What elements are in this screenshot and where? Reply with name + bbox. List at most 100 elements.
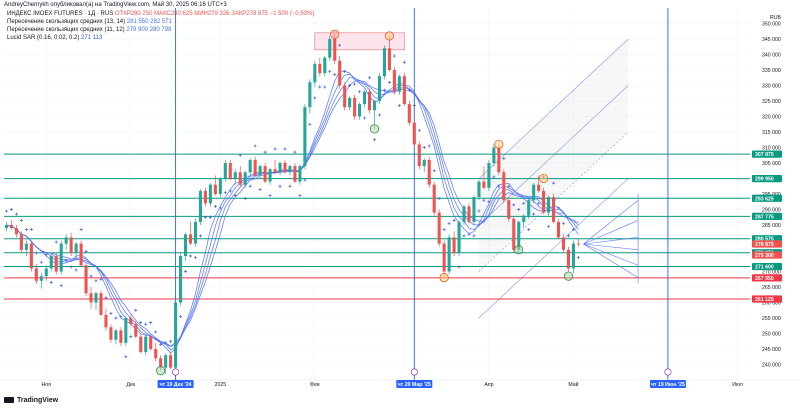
legend-symbol-row: ИНДЕКС IMOEX FUTURES · 1Д · RUS ОТКР280 … [7, 11, 314, 17]
sar-marker [353, 82, 357, 86]
candle-body [542, 190, 546, 213]
date-badge [157, 380, 194, 388]
marker-circle-icon [410, 368, 418, 376]
candle-body [298, 166, 302, 182]
candle-body [437, 212, 441, 244]
legend-row-ma2[interactable]: Пересечение скользящих средних (11, 12) … [7, 27, 171, 33]
sar-marker [576, 256, 580, 260]
legend-row-sar[interactable]: Lucid SAR (0.16, 0.02, 0.2) 271 113 [7, 35, 102, 41]
sar-marker [154, 330, 158, 334]
sar-marker [114, 316, 118, 320]
candle-body [238, 172, 242, 185]
legend-ma1-values: 281 550 282 571 [126, 19, 172, 25]
sar-marker [522, 201, 526, 205]
sar-marker [566, 234, 570, 238]
sar-marker [278, 184, 282, 188]
candle-body [547, 197, 551, 213]
projection-arrow [583, 243, 639, 278]
marker-circle-icon [664, 368, 672, 376]
sar-marker [59, 283, 63, 287]
sar-marker [363, 116, 367, 120]
sar-marker [373, 138, 377, 142]
sar-marker [442, 228, 446, 232]
sar-marker [392, 54, 396, 58]
sar-marker [198, 234, 202, 238]
sar-marker [318, 85, 322, 89]
candle-body [333, 39, 337, 61]
sar-marker [397, 104, 401, 108]
level-badge-label: 261 125 [755, 297, 774, 303]
tradingview-logo-icon [4, 397, 14, 404]
candle-body [417, 144, 421, 167]
brand-label: TradingView [17, 397, 59, 404]
candle-body [69, 237, 73, 253]
candle-body [527, 200, 531, 216]
sar-marker [104, 296, 108, 300]
candle-body [124, 318, 128, 343]
pivot-circle [330, 29, 340, 39]
legend-row-ma1[interactable]: Пересечение скользящих средних (13, 14) … [7, 19, 172, 25]
price-tick-label: 325 000 [762, 99, 781, 105]
sar-marker [358, 90, 362, 94]
moving-averages [6, 70, 579, 354]
sar-marker [24, 228, 28, 232]
sar-marker [268, 194, 272, 198]
sar-marker [547, 225, 551, 229]
candle-body [328, 39, 332, 58]
candle-body [129, 318, 133, 325]
projection-arrow [583, 199, 639, 245]
candle-body [134, 324, 138, 337]
candle-body [203, 190, 207, 204]
candle-body [79, 243, 83, 266]
candle-body [94, 293, 98, 303]
candle-body [193, 221, 198, 244]
sar-marker [492, 175, 496, 179]
sar-marker [298, 194, 302, 198]
sar-marker [432, 169, 436, 173]
candle-body [532, 184, 536, 201]
candle-body [89, 293, 93, 303]
tradingview-brand: TradingView [4, 397, 58, 404]
sar-marker [243, 197, 247, 201]
sar-marker [44, 252, 48, 256]
level-badge-label: 287 775 [755, 214, 774, 220]
sar-marker [139, 321, 143, 325]
candle-body [318, 63, 322, 74]
candle-body [502, 172, 506, 201]
price-tick-label: 290 000 [762, 208, 781, 214]
candle-body [9, 225, 14, 229]
sar-marker [14, 212, 18, 216]
legend-sar-values: 271 113 [81, 35, 103, 41]
candle-body [263, 166, 267, 182]
sar-marker [69, 265, 73, 269]
sar-marker [34, 251, 38, 255]
level-badge-label: 271 600 [755, 265, 774, 271]
moving-average-line [6, 76, 579, 347]
candle-body [467, 206, 471, 222]
candle-body [537, 184, 541, 191]
price-tick-label: 330 000 [762, 84, 781, 90]
time-axis[interactable]: НояДек2025ФевМарАпрМайИюнИюлчт 19 Дек '2… [0, 379, 800, 388]
sar-marker [29, 228, 33, 232]
candle-body [139, 336, 143, 353]
projection-arrows [583, 194, 639, 284]
time-tick-label: Июл [732, 382, 743, 388]
candle-body [144, 336, 148, 353]
sar-marker [377, 113, 381, 117]
sar-marker [452, 218, 456, 222]
pivot-circle [563, 271, 574, 281]
sar-marker [159, 342, 163, 346]
candle-body [253, 159, 257, 176]
candle-body [49, 256, 53, 269]
publish-header: AndreyChernykh опубликовал(а) на Trading… [4, 2, 227, 8]
time-tick-label: Апр [484, 382, 493, 388]
price-badge [752, 240, 782, 248]
candle-body [54, 256, 58, 272]
price-badge [752, 251, 782, 259]
level-badge [752, 274, 782, 282]
sar-marker [49, 280, 53, 284]
candle-body [188, 234, 193, 244]
level-badge-label: 299 950 [755, 177, 774, 183]
